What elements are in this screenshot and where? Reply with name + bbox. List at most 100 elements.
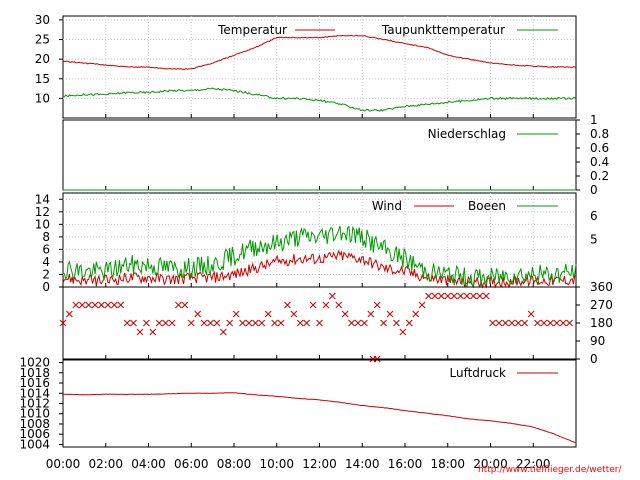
- direction-point: [303, 319, 311, 327]
- y-tick-label: 6: [42, 242, 50, 256]
- direction-point: [316, 319, 323, 327]
- direction-point: [566, 319, 573, 327]
- direction-point: [470, 292, 477, 300]
- direction-point: [226, 319, 234, 327]
- series-luftdruck-line: [62, 392, 577, 444]
- x-tick-label: 14:00: [345, 457, 380, 471]
- x-tick-label: 10:00: [259, 457, 294, 471]
- direction-point: [162, 319, 169, 327]
- direction-point: [553, 319, 561, 327]
- y-tick-label: 10: [35, 91, 50, 105]
- direction-point: [104, 301, 112, 309]
- direction-point: [457, 292, 464, 300]
- x-tick-label: 02:00: [88, 457, 123, 471]
- x-tick-label: 04:00: [131, 457, 166, 471]
- direction-point: [143, 319, 150, 327]
- direction-point: [450, 292, 458, 300]
- direction-point: [98, 301, 105, 309]
- direction-point: [431, 292, 439, 300]
- y-tick-label: 360: [590, 280, 613, 294]
- y-tick-label: 15: [35, 72, 50, 86]
- y-tick-label: 1016: [19, 376, 50, 390]
- direction-point: [418, 301, 426, 309]
- direction-point: [393, 319, 400, 327]
- direction-point: [72, 301, 80, 309]
- y-tick-label: 0: [42, 280, 50, 294]
- direction-point: [559, 319, 567, 327]
- direction-point: [290, 310, 298, 318]
- direction-point: [277, 319, 285, 327]
- series-boeen-line: [62, 225, 577, 289]
- direction-point: [508, 319, 516, 327]
- y-tick-label: 8: [42, 230, 50, 244]
- y-tick-label: 1018: [19, 366, 50, 380]
- series-temperatur-line: [62, 34, 577, 70]
- direction-point: [181, 301, 189, 309]
- x-tick-label: 06:00: [174, 457, 209, 471]
- direction-point: [136, 328, 144, 336]
- direction-point: [328, 292, 336, 300]
- direction-point: [123, 319, 131, 327]
- direction-point: [373, 355, 381, 363]
- direction-point: [444, 292, 452, 300]
- y-tick-label: 25: [35, 33, 50, 47]
- direction-point: [213, 319, 221, 327]
- y-tick-label: 0.8: [590, 127, 609, 141]
- series-taupunkttemperatur-line: [62, 87, 577, 112]
- y-tick-label: 0.4: [590, 155, 609, 169]
- direction-point: [66, 310, 73, 318]
- direction-point: [207, 319, 214, 327]
- y2-tick-label: 5: [590, 232, 598, 246]
- y-tick-label: 4: [42, 255, 50, 269]
- direction-point: [463, 292, 471, 300]
- direction-point: [540, 319, 548, 327]
- direction-point: [354, 319, 362, 327]
- direction-point: [149, 328, 157, 336]
- legend-label: Wind: [372, 199, 402, 213]
- y-tick-label: 1008: [19, 417, 50, 431]
- credit-link[interactable]: http://www.tiefflieger.de/wetter/: [478, 465, 622, 475]
- legend-label: Luftdruck: [449, 366, 506, 380]
- y-tick-label: 1010: [19, 407, 50, 421]
- y-tick-label: 20: [35, 52, 50, 66]
- direction-point: [284, 301, 291, 309]
- y-tick-label: 30: [35, 13, 50, 27]
- direction-point: [296, 319, 304, 327]
- direction-point: [380, 319, 387, 327]
- y-tick-label: 1006: [19, 427, 50, 441]
- direction-point: [271, 319, 278, 327]
- x-tick-label: 16:00: [388, 457, 423, 471]
- direction-point: [335, 301, 343, 309]
- direction-point: [482, 292, 490, 300]
- legend-label: Niederschlag: [428, 127, 506, 141]
- y-tick-label: 180: [590, 316, 613, 330]
- direction-point: [367, 310, 375, 318]
- y-tick-label: 0: [590, 183, 598, 197]
- direction-point: [386, 310, 394, 318]
- direction-point: [258, 319, 266, 327]
- x-tick-label: 12:00: [302, 457, 337, 471]
- y-tick-label: 90: [590, 334, 605, 348]
- wind-direction-panel: 0 90 180 270 360: [59, 280, 613, 366]
- y-tick-label: 0.2: [590, 169, 609, 183]
- direction-point: [405, 319, 413, 327]
- direction-point: [514, 319, 522, 327]
- direction-point: [373, 301, 381, 309]
- y-tick-label: 1020: [19, 356, 50, 370]
- x-tick-label: 08:00: [217, 457, 252, 471]
- direction-point: [245, 319, 253, 327]
- direction-point: [219, 328, 227, 336]
- precipitation-panel: 00.20.40.60.81 Niederschlag: [62, 113, 609, 197]
- direction-point: [187, 319, 195, 327]
- temperature-panel: 10 15 20 25 30 Temperatur Taupunkttemperatur: [35, 13, 577, 119]
- y-tick-label: 1: [590, 113, 598, 127]
- direction-point: [85, 301, 93, 309]
- direction-point: [476, 292, 484, 300]
- direction-point: [232, 310, 240, 318]
- direction-point: [521, 319, 529, 327]
- direction-point: [361, 319, 368, 327]
- direction-point: [425, 292, 432, 300]
